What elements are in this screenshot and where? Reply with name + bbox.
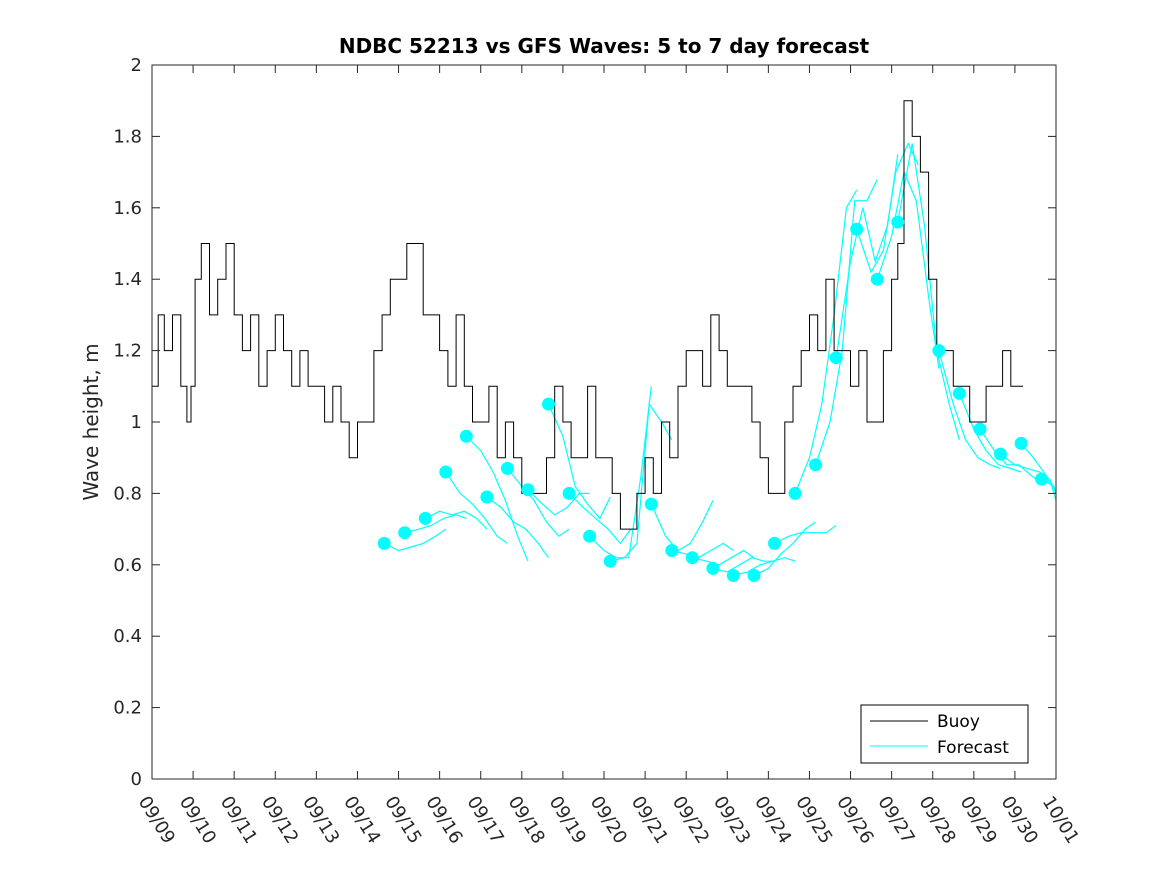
y-tick-label: 0.6 [113,555,142,576]
forecast-marker [542,397,555,411]
forecast-marker [726,569,740,582]
forecast-marker [459,429,473,443]
forecast-marker [994,447,1007,461]
forecast-marker [398,526,412,540]
forecast-line [1000,453,1057,494]
forecast-line [774,525,837,544]
forecast-marker [480,490,494,504]
forecast-line [733,557,796,577]
forecast-marker [500,461,514,475]
y-tick-label: 0 [131,769,142,790]
forecast-line [876,170,940,369]
forecast-line [671,542,734,559]
forecast-line [897,143,960,441]
forecast-marker [644,497,658,511]
forecast-marker [706,561,720,575]
marker-layer [377,215,1049,582]
forecast-marker [665,544,679,557]
forecast-marker [829,351,843,365]
forecast-line [445,471,508,544]
forecast-line [383,528,447,552]
forecast-marker [952,386,966,400]
forecast-line [404,514,467,534]
forecast-line [506,468,570,537]
forecast-line [568,492,632,545]
forecast-marker [973,422,987,436]
legend: Buoy Forecast [860,704,1029,764]
forecast-marker [562,486,576,500]
forecast-marker [685,551,699,565]
forecast-marker [377,536,391,550]
y-tick-label: 1.8 [113,126,142,147]
forecast-line [856,142,919,274]
y-axis-label: Wave height, m [79,343,103,500]
forecast-marker [603,554,617,568]
forecast-line [753,521,816,577]
forecast-marker [891,215,905,229]
legend-buoy-label: Buoy [937,712,980,732]
forecast-line [610,402,673,562]
forecast-marker [418,511,432,525]
y-tick-label: 1.4 [113,269,142,290]
buoy-line [152,100,1024,530]
forecast-marker [850,222,864,236]
y-tick-label: 1 [131,412,142,433]
forecast-marker [768,536,781,550]
forecast-line [1020,443,1057,501]
forecast-line [425,510,488,530]
forecast-line [938,350,1001,469]
y-tick-label: 0.4 [113,626,142,647]
forecast-line [794,189,858,494]
forecast-line [712,557,775,573]
forecast-line [547,403,611,520]
forecast-line [486,496,549,559]
y-tick-label: 1.6 [113,198,142,219]
forecast-marker [870,272,884,286]
forecast-marker [1035,472,1049,486]
forecast-line [958,393,1022,473]
legend-box [860,704,1029,764]
legend-forecast-label: Forecast [937,738,1009,758]
series-layer [152,100,1057,577]
chart-title: NDBC 52213 vs GFS Waves: 5 to 7 day fore… [339,34,870,58]
forecast-line [692,549,755,566]
forecast-line [465,435,529,562]
forecast-line [650,500,714,552]
forecast-marker [747,569,761,582]
y-tick-label: 0.8 [113,483,142,504]
forecast-marker [583,529,597,543]
forecast-line [527,489,590,516]
forecast-marker [439,465,453,479]
forecast-marker [932,344,946,358]
forecast-line [979,428,1042,484]
y-tick-label: 2 [131,55,142,76]
forecast-marker [1014,436,1028,450]
forecast-marker [521,483,535,497]
y-tick-label: 1.2 [113,341,142,362]
forecast-marker [788,486,802,500]
forecast-marker [809,458,823,472]
y-tick-label: 0.2 [113,698,142,719]
